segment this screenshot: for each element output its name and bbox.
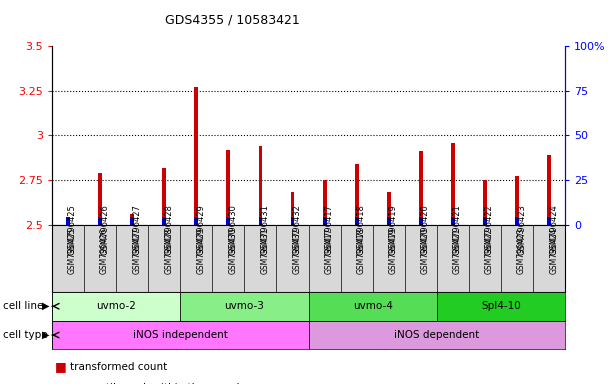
Text: GSM796423: GSM796423 — [517, 205, 526, 255]
Bar — [419, 151, 423, 225]
Text: GSM796417: GSM796417 — [324, 228, 334, 275]
Bar — [227, 217, 230, 225]
Text: GSM796419: GSM796419 — [389, 228, 398, 275]
Bar — [309, 321, 565, 349]
Text: percentile rank within the sample: percentile rank within the sample — [70, 383, 246, 384]
Text: GSM796430: GSM796430 — [229, 205, 237, 255]
Text: cell line: cell line — [3, 301, 43, 311]
Text: ▶: ▶ — [42, 301, 49, 311]
Text: GSM796426: GSM796426 — [100, 228, 109, 275]
Text: GSM796428: GSM796428 — [164, 205, 173, 255]
Text: GSM796429: GSM796429 — [196, 228, 205, 275]
Bar — [66, 221, 70, 225]
Bar — [451, 142, 455, 225]
Bar — [194, 87, 198, 225]
Text: GSM796431: GSM796431 — [260, 205, 269, 255]
Text: GSM796430: GSM796430 — [229, 228, 237, 275]
Bar — [194, 217, 198, 225]
Bar — [419, 217, 423, 225]
Text: GSM796420: GSM796420 — [421, 228, 430, 275]
Bar — [483, 217, 487, 225]
Text: GSM796420: GSM796420 — [421, 205, 430, 255]
Bar — [451, 217, 455, 225]
Bar — [98, 217, 102, 225]
Text: ▶: ▶ — [42, 330, 49, 340]
Bar — [163, 167, 166, 225]
Text: GSM796424: GSM796424 — [549, 205, 558, 255]
Text: GSM796418: GSM796418 — [357, 228, 365, 274]
Bar — [387, 192, 390, 225]
Bar — [387, 217, 390, 225]
Text: GDS4355 / 10583421: GDS4355 / 10583421 — [165, 14, 299, 27]
Text: GSM796426: GSM796426 — [100, 205, 109, 255]
Text: GSM796424: GSM796424 — [549, 228, 558, 275]
Text: iNOS dependent: iNOS dependent — [394, 330, 480, 340]
Text: GSM796427: GSM796427 — [132, 205, 141, 255]
Bar — [227, 150, 230, 225]
Bar — [437, 292, 565, 321]
Text: GSM796422: GSM796422 — [485, 205, 494, 255]
Bar — [130, 214, 134, 225]
Bar — [483, 180, 487, 225]
Text: GSM796425: GSM796425 — [68, 228, 77, 275]
Bar — [323, 217, 326, 225]
Text: GSM796421: GSM796421 — [453, 205, 462, 255]
Text: uvmo-2: uvmo-2 — [96, 301, 136, 311]
Bar — [163, 217, 166, 225]
Bar — [355, 217, 359, 225]
Bar — [547, 155, 551, 225]
Bar — [52, 292, 180, 321]
Bar — [180, 292, 309, 321]
Bar — [515, 217, 519, 225]
Text: cell type: cell type — [3, 330, 48, 340]
Text: GSM796419: GSM796419 — [389, 205, 398, 255]
Bar — [355, 164, 359, 225]
Text: GSM796418: GSM796418 — [357, 205, 365, 255]
Bar — [258, 217, 262, 225]
Text: GSM796429: GSM796429 — [196, 205, 205, 255]
Bar — [291, 217, 295, 225]
Text: GSM796431: GSM796431 — [260, 228, 269, 275]
Text: ■: ■ — [55, 360, 67, 373]
Bar — [547, 217, 551, 225]
Bar — [309, 292, 437, 321]
Text: GSM796432: GSM796432 — [293, 205, 301, 255]
Text: GSM796425: GSM796425 — [68, 205, 77, 255]
Bar — [52, 321, 309, 349]
Bar — [515, 176, 519, 225]
Text: GSM796428: GSM796428 — [164, 228, 173, 274]
Text: GSM796422: GSM796422 — [485, 228, 494, 274]
Bar — [66, 217, 70, 225]
Bar — [291, 192, 295, 225]
Bar — [323, 180, 326, 225]
Text: GSM796423: GSM796423 — [517, 228, 526, 275]
Text: iNOS independent: iNOS independent — [133, 330, 228, 340]
Text: uvmo-4: uvmo-4 — [353, 301, 393, 311]
Text: transformed count: transformed count — [70, 362, 167, 372]
Bar — [98, 173, 102, 225]
Text: GSM796421: GSM796421 — [453, 228, 462, 274]
Text: GSM796417: GSM796417 — [324, 205, 334, 255]
Bar — [258, 146, 262, 225]
Text: GSM796432: GSM796432 — [293, 228, 301, 275]
Text: uvmo-3: uvmo-3 — [224, 301, 265, 311]
Text: ■: ■ — [55, 381, 67, 384]
Text: Spl4-10: Spl4-10 — [481, 301, 521, 311]
Bar — [130, 217, 134, 225]
Text: GSM796427: GSM796427 — [132, 228, 141, 275]
